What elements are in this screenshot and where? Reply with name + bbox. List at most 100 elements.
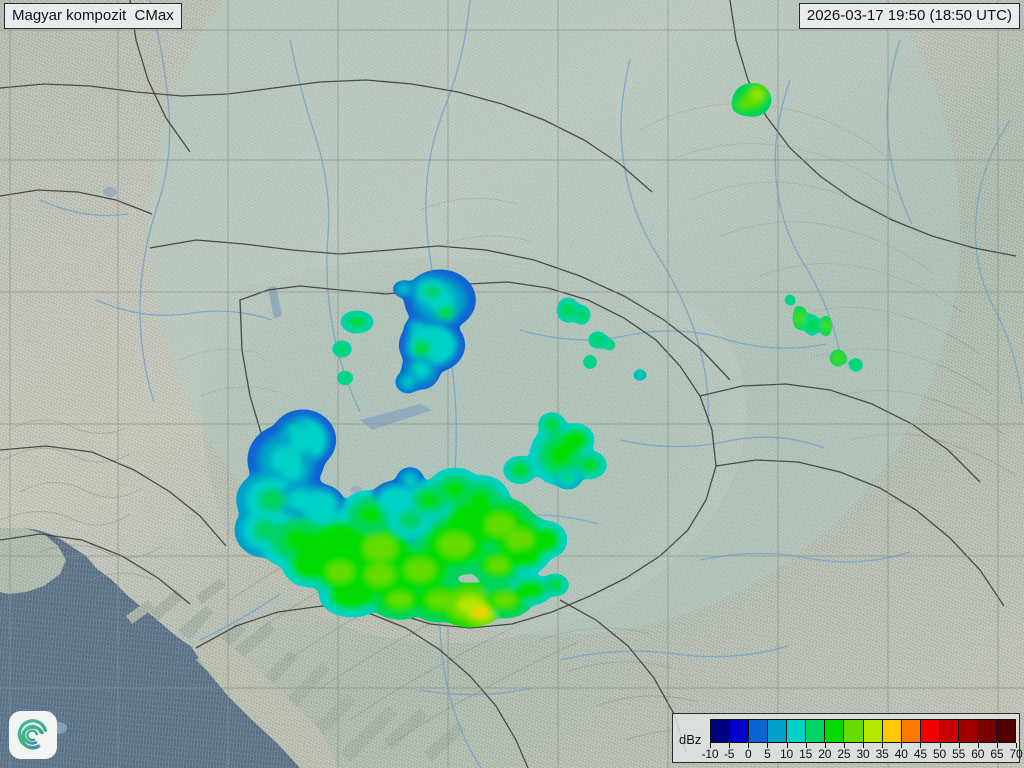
dbz-tick <box>843 743 845 748</box>
radar-echo-core <box>834 354 842 362</box>
dbz-swatch-45 <box>920 720 940 742</box>
radar-echo-core <box>752 90 762 100</box>
dbz-tick-marks <box>710 743 1017 749</box>
dbz-colour-swatches <box>710 719 1016 743</box>
radar-echo-core <box>326 562 354 582</box>
dbz-swatch-20 <box>825 720 845 742</box>
radar-echo-core <box>387 592 413 608</box>
dbz-tick-label: 45 <box>913 747 927 761</box>
dbz-tick-label: 55 <box>952 747 966 761</box>
dbz-tick-label: 30 <box>856 747 870 761</box>
radar-echo-core <box>341 375 349 381</box>
radar-echo-core <box>323 531 357 559</box>
radar-echo-core <box>738 101 748 109</box>
dbz-tick-labels: -10 -5 0 5 10 15 20 25 30 35 40 45 50 55 60 65 70 <box>702 747 1023 761</box>
dbz-tick-label: 50 <box>933 747 946 761</box>
dbz-tick <box>748 743 750 748</box>
radar-echo-core <box>399 285 409 293</box>
radar-echo-core <box>412 323 424 333</box>
radar-echo-core <box>456 510 484 530</box>
dbz-tick <box>901 743 903 748</box>
dbz-tick-label: 25 <box>837 747 851 761</box>
radar-echo-core <box>594 336 602 344</box>
radar-echo-core <box>404 559 436 581</box>
dbz-tick <box>863 743 864 748</box>
radar-echo-core <box>487 557 509 573</box>
radar-echo-core <box>252 519 278 541</box>
dbz-colour-scale[interactable]: dBz -10 -5 0 5 10 15 20 25 30 35 40 45 50 55 60 65 70 <box>672 713 1023 763</box>
radar-echo-core <box>397 510 423 530</box>
radar-echo-core <box>787 297 793 303</box>
dbz-tick-label: 60 <box>971 747 985 761</box>
radar-echo-core <box>506 529 534 551</box>
radar-echo-core <box>413 362 429 378</box>
radar-echo-core <box>567 433 583 447</box>
dbz-swatch-65 <box>996 720 1015 742</box>
lake-neusiedl <box>268 286 282 318</box>
radar-echo-core <box>283 527 317 553</box>
radar-echo-core <box>363 534 397 562</box>
dbz-tick <box>920 743 922 748</box>
radar-echo-core <box>853 362 859 368</box>
dbz-swatch-35 <box>882 720 902 742</box>
radar-echo-core <box>288 424 302 436</box>
radar-echo-core <box>420 492 440 508</box>
dbz-swatch-15 <box>806 720 826 742</box>
dbz-swatch-60 <box>977 720 997 742</box>
dbz-tick <box>786 743 788 748</box>
radar-echo-core <box>797 313 803 323</box>
dbz-tick <box>805 743 807 748</box>
dbz-tick-label: 15 <box>799 747 813 761</box>
radar-echo-core <box>494 592 516 608</box>
dbz-tick <box>996 743 998 748</box>
dbz-swatch--5 <box>730 720 750 742</box>
swirl-icon <box>17 719 47 750</box>
dbz-swatch-25 <box>844 720 864 742</box>
radar-echo-core <box>547 442 573 468</box>
radar-echo-core <box>404 475 416 485</box>
radar-echo-core <box>281 460 303 480</box>
timestamp-box: 2026-03-17 19:50 (18:50 UTC) <box>798 3 1020 29</box>
radar-echo-core <box>549 580 561 590</box>
radar-echo-core <box>444 481 466 499</box>
radar-echo-core <box>365 564 395 586</box>
dbz-swatch-5 <box>768 720 788 742</box>
dbz-swatch-10 <box>787 720 807 742</box>
dbz-tick <box>1016 743 1017 748</box>
dbz-tick-label: 65 <box>990 747 1004 761</box>
radar-echo-core <box>310 496 330 514</box>
dbz-swatch-40 <box>901 720 921 742</box>
met-service-swirl-logo[interactable] <box>9 711 57 759</box>
dbz-swatch-30 <box>863 720 883 742</box>
radar-echo-core <box>515 547 535 563</box>
radar-echo-core <box>403 377 413 387</box>
dbz-tick-label: -5 <box>723 747 735 761</box>
radar-echo-core <box>257 487 287 513</box>
dbz-tick-label: 0 <box>745 747 752 761</box>
radar-echo-core <box>546 420 558 430</box>
radar-echo-core <box>350 317 364 327</box>
dbz-tick-label: 40 <box>894 747 908 761</box>
radar-echo-core <box>426 591 454 609</box>
radar-echo-core <box>439 306 451 316</box>
radar-echo-core <box>417 341 431 355</box>
radar-echo-core <box>357 505 383 525</box>
radar-echo-core <box>563 305 573 315</box>
radar-echo-core <box>467 490 493 510</box>
dbz-tick <box>729 743 731 748</box>
product-title-box: Magyar kompozit CMax <box>4 3 182 29</box>
radar-echo-core <box>583 459 597 471</box>
dbz-tick-label: 10 <box>780 747 793 761</box>
dbz-swatch-0 <box>749 720 769 742</box>
radar-echo-core <box>536 532 554 548</box>
dbz-tick <box>977 743 979 748</box>
dbz-tick <box>939 743 941 748</box>
radar-echo-core <box>338 345 346 353</box>
